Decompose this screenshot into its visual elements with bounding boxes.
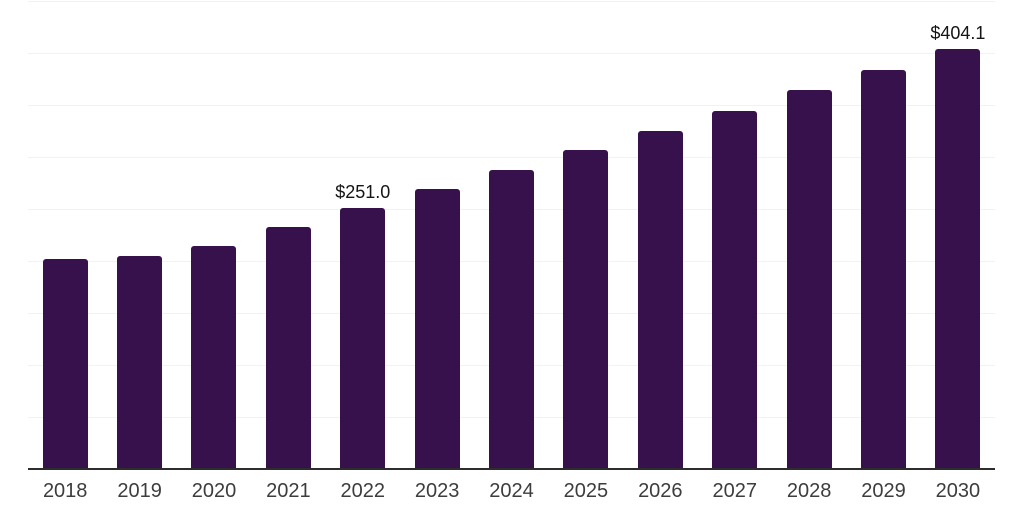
x-tick-2030: 2030	[935, 480, 981, 502]
gridline	[28, 1, 995, 2]
bar-column-2028	[772, 0, 846, 469]
bar-2024	[489, 170, 535, 469]
x-tick-2024: 2024	[489, 480, 534, 502]
bar-column-2021	[251, 0, 325, 469]
bar-column-2023	[400, 0, 474, 469]
bar-column-2018	[28, 0, 102, 469]
bar-2021	[265, 227, 311, 469]
bar-2025	[563, 150, 609, 469]
bar-column-2022: $251.0	[326, 0, 400, 469]
x-tick-2029: 2029	[861, 480, 906, 502]
x-tick-2022: 2022	[340, 480, 386, 502]
gridline	[28, 105, 995, 106]
bar-2028	[786, 90, 832, 469]
bar-2027	[712, 111, 758, 469]
bar-2019	[117, 255, 163, 469]
bar-2023	[414, 189, 460, 469]
value-label-2022: $251.0	[335, 182, 391, 202]
x-tick-2027: 2027	[712, 480, 757, 502]
bar-2018	[42, 258, 88, 469]
gridline	[28, 53, 995, 54]
bar-column-2027	[698, 0, 772, 469]
bar-column-2024	[474, 0, 548, 469]
bar-2030	[935, 48, 981, 469]
bars-row: $251.0 $404.1	[28, 0, 995, 469]
bar-2022	[340, 208, 386, 469]
x-tick-2028: 2028	[786, 480, 832, 502]
plot-area: $251.0 $404.1	[28, 0, 995, 470]
bar-2029	[860, 70, 906, 469]
bar-column-2020	[177, 0, 251, 469]
x-tick-2021: 2021	[266, 480, 311, 502]
x-tick-2026: 2026	[638, 480, 683, 502]
value-label-2030: $404.1	[930, 22, 986, 43]
x-tick-2025: 2025	[563, 480, 609, 502]
gridline	[28, 157, 995, 158]
bar-2026	[637, 131, 683, 469]
x-axis-labels: 2018 2019 2020 2021 2022 2023 2024 2025 2026 2027…	[28, 479, 995, 503]
bar-2020	[191, 245, 237, 469]
x-tick-2023: 2023	[414, 480, 460, 502]
bar-column-2019	[102, 0, 176, 469]
bar-column-2025	[549, 0, 623, 469]
bar-column-2026	[623, 0, 697, 469]
x-tick-2018: 2018	[42, 480, 88, 502]
x-tick-2019: 2019	[117, 480, 162, 502]
bar-column-2030: $404.1	[921, 0, 995, 469]
bar-column-2029	[846, 0, 920, 469]
x-tick-2020: 2020	[191, 480, 237, 502]
x-axis-line	[28, 468, 995, 470]
